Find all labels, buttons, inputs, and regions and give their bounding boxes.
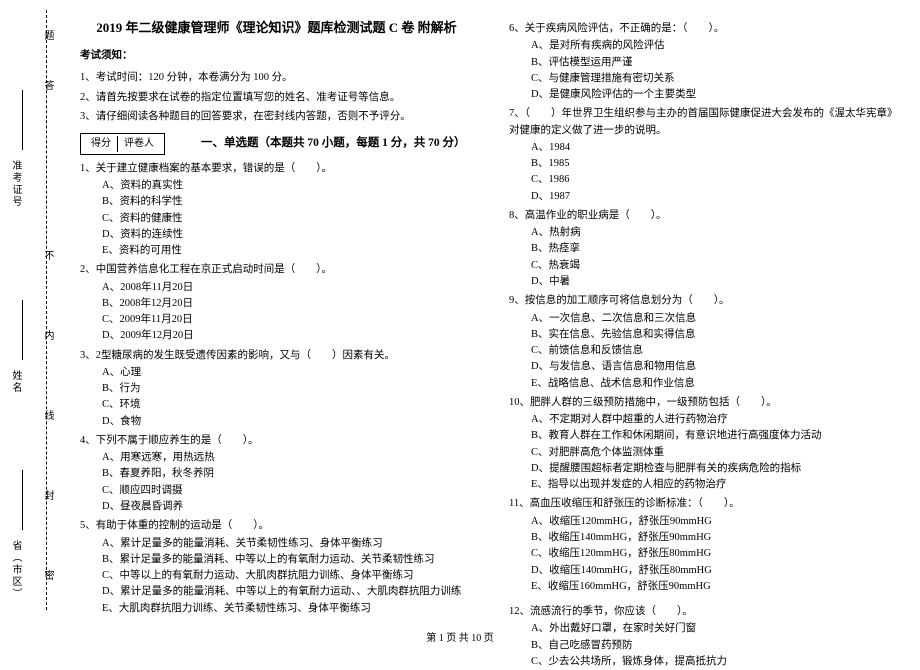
q1-b: B、资料的科学性 (102, 194, 473, 210)
field-admission: 准考证号 (8, 160, 23, 208)
q8-c: C、热衰竭 (531, 258, 902, 274)
q3-a: A、心理 (102, 365, 473, 381)
q5-b: B、累计足量多的能量消耗、中等以上的有氧耐力运动、关节柔韧性练习 (102, 552, 473, 568)
seal-char-2: 封 (40, 490, 55, 504)
q4-c: C、顺应四时调摄 (102, 483, 473, 499)
q6-b: B、评估模型运用严谨 (531, 55, 902, 71)
q8-a: A、热射病 (531, 225, 902, 241)
q6-d: D、是健康风险评估的一个主要类型 (531, 87, 902, 103)
q3-d: D、食物 (102, 414, 473, 430)
q12-stem: 12、流感流行的季节，你应该（ ）。 (509, 604, 902, 620)
q9-d: D、与发信息、语言信息和物用信息 (531, 359, 902, 375)
spacer (509, 595, 902, 601)
seal-char-4: 内 (40, 330, 55, 344)
q10-c: C、对肥胖高危个体监测体重 (531, 445, 902, 461)
q3-c: C、环境 (102, 397, 473, 413)
q6-c: C、与健康管理措施有密切关系 (531, 71, 902, 87)
score-box: 得分 评卷人 (80, 133, 165, 155)
q7-c: C、1986 (531, 172, 902, 188)
q4-stem: 4、下列不属于顺应养生的是（ ）。 (80, 433, 473, 449)
seal-char-1: 密 (40, 570, 55, 584)
q2-b: B、2008年12月20日 (102, 296, 473, 312)
score-cell-1: 得分 (85, 136, 118, 152)
q10-b: B、教育人群在工作和休闲期间，有意识地进行高强度体力活动 (531, 428, 902, 444)
field-name: 姓名 (8, 370, 23, 394)
seal-char-6: 答 (40, 80, 55, 94)
q7-d: D、1987 (531, 189, 902, 205)
q1-d: D、资料的连续性 (102, 227, 473, 243)
q10-a: A、不定期对人群中超重的人进行药物治疗 (531, 412, 902, 428)
q9-e: E、战略信息、战术信息和作业信息 (531, 376, 902, 392)
seal-dash-line (46, 10, 47, 610)
q2-d: D、2009年12月20日 (102, 328, 473, 344)
q1-c: C、资料的健康性 (102, 211, 473, 227)
notice-3: 3、请仔细阅读各种题目的回答要求，在密封线内答题，否则不予评分。 (80, 109, 473, 125)
q8-d: D、中暑 (531, 274, 902, 290)
binding-column: 省（市区） 姓名 准考证号 密 封 线 内 不 答 题 (0, 0, 70, 620)
question-block-left: 1、关于建立健康档案的基本要求，错误的是（ ）。 A、资料的真实性 B、资料的科… (80, 161, 473, 617)
q10-stem: 10、肥胖人群的三级预防措施中，一级预防包括（ ）。 (509, 395, 902, 411)
seal-char-3: 线 (40, 410, 55, 424)
q9-c: C、前馈信息和反馈信息 (531, 343, 902, 359)
q8-b: B、热痉挛 (531, 241, 902, 257)
q5-e: E、大肌肉群抗阻力训练、关节柔韧性练习、身体平衡练习 (102, 601, 473, 617)
q6-a: A、是对所有疾病的风险评估 (531, 38, 902, 54)
q5-stem: 5、有助于体重的控制的运动是（ ）。 (80, 518, 473, 534)
q1-e: E、资料的可用性 (102, 243, 473, 259)
q9-b: B、实在信息、先验信息和实得信息 (531, 327, 902, 343)
field-province: 省（市区） (8, 540, 23, 600)
q10-e: E、指导以出现并发症的人相应的药物治疗 (531, 477, 902, 493)
score-cell-2: 评卷人 (118, 136, 160, 152)
q6-stem: 6、关于疾病风险评估，不正确的是：（ ）。 (509, 21, 902, 37)
q4-d: D、昼夜晨昏调养 (102, 499, 473, 515)
q12-c: C、少去公共场所，锻炼身体，提高抵抗力 (531, 654, 902, 670)
q10-d: D、提醒腰围超标者定期检查与肥胖有关的疾病危险的指标 (531, 461, 902, 477)
q3-stem: 3、2型糖尿病的发生既受遗传因素的影响，又与（ ）因素有关。 (80, 348, 473, 364)
q1-stem: 1、关于建立健康档案的基本要求，错误的是（ ）。 (80, 161, 473, 177)
q1-a: A、资料的真实性 (102, 178, 473, 194)
q5-d: D、累计足量多的能量消耗、中等以上的有氧耐力运动、、大肌肉群抗阻力训练 (102, 584, 473, 600)
section-1-title: 一、单选题（本题共 70 小题，每题 1 分，共 70 分） (201, 135, 466, 153)
q11-b: B、收缩压140mmHG，舒张压90mmHG (531, 530, 902, 546)
page-footer: 第 1 页 共 10 页 (0, 629, 920, 644)
q9-stem: 9、按信息的加工顺序可将信息划分为（ ）。 (509, 293, 902, 309)
q7-stem: 7、（ ）年世界卫生组织参与主办的首届国际健康促进大会发布的《渥太华宪章》对健康… (509, 106, 902, 139)
q11-c: C、收缩压120mmHG，舒张压80mmHG (531, 546, 902, 562)
q11-e: E、收缩压160mmHG，舒张压90mmHG (531, 579, 902, 595)
field-admission-line (22, 90, 23, 150)
q9-a: A、一次信息、二次信息和三次信息 (531, 311, 902, 327)
left-column: 2019 年二级健康管理师《理论知识》题库检测试题 C 卷 附解析 考试须知： … (70, 0, 491, 620)
question-block-right: 6、关于疾病风险评估，不正确的是：（ ）。 A、是对所有疾病的风险评估 B、评估… (509, 21, 902, 670)
field-name-line (22, 300, 23, 360)
field-province-line (22, 470, 23, 530)
q7-a: A、1984 (531, 140, 902, 156)
q11-stem: 11、高血压收缩压和舒张压的诊断标准：（ ）。 (509, 496, 902, 512)
q3-b: B、行为 (102, 381, 473, 397)
q4-b: B、春夏养阳，秋冬养阴 (102, 466, 473, 482)
q5-a: A、累计足量多的能量消耗、关节柔韧性练习、身体平衡练习 (102, 536, 473, 552)
right-column: 6、关于疾病风险评估，不正确的是：（ ）。 A、是对所有疾病的风险评估 B、评估… (491, 0, 920, 620)
seal-char-5: 不 (40, 250, 55, 264)
exam-title: 2019 年二级健康管理师《理论知识》题库检测试题 C 卷 附解析 (80, 18, 473, 38)
notice-1: 1、考试时间：120 分钟，本卷满分为 100 分。 (80, 70, 473, 86)
q11-a: A、收缩压120mmHG，舒张压90mmHG (531, 514, 902, 530)
q4-a: A、用寒远寒，用热远热 (102, 450, 473, 466)
score-row: 得分 评卷人 一、单选题（本题共 70 小题，每题 1 分，共 70 分） (80, 133, 473, 155)
notice-2: 2、请首先按要求在试卷的指定位置填写您的姓名、准考证号等信息。 (80, 90, 473, 106)
q8-stem: 8、高温作业的职业病是（ ）。 (509, 208, 902, 224)
q2-stem: 2、中国营养信息化工程在京正式启动时间是（ ）。 (80, 262, 473, 278)
q7-b: B、1985 (531, 156, 902, 172)
q11-d: D、收缩压140mmHG，舒张压80mmHG (531, 563, 902, 579)
q5-c: C、中等以上的有氧耐力运动、大肌肉群抗阻力训练、身体平衡练习 (102, 568, 473, 584)
seal-char-7: 题 (40, 30, 55, 44)
q2-a: A、2008年11月20日 (102, 280, 473, 296)
q2-c: C、2009年11月20日 (102, 312, 473, 328)
notice-heading: 考试须知： (80, 48, 473, 64)
page: 省（市区） 姓名 准考证号 密 封 线 内 不 答 题 2019 年二级健康管理… (0, 0, 920, 620)
